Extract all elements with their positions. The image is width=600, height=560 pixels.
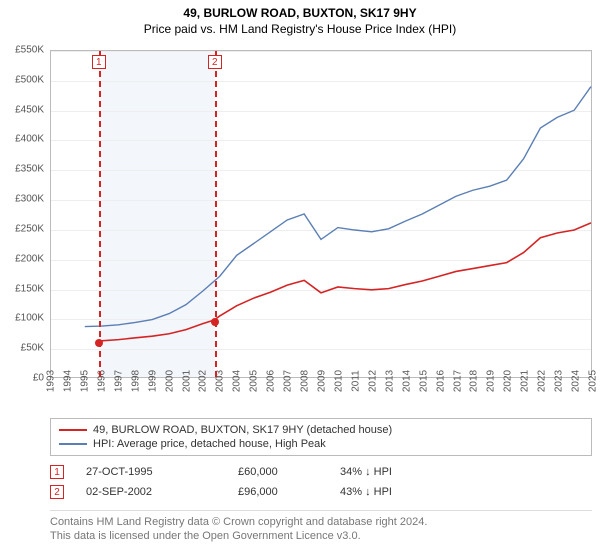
x-axis-label: 2008: [300, 370, 311, 392]
x-axis-label: 1993: [46, 370, 57, 392]
event-date: 02-SEP-2002: [86, 486, 216, 498]
plot-area: 1993199419951996199719981999200020012002…: [50, 50, 592, 378]
x-axis-label: 2015: [418, 370, 429, 392]
event-dash-line: [215, 51, 217, 377]
events-table: 1 27-OCT-1995 £60,000 34% ↓ HPI 2 02-SEP…: [50, 462, 592, 502]
x-axis-label: 2023: [554, 370, 565, 392]
chart-title: 49, BURLOW ROAD, BUXTON, SK17 9HY: [0, 0, 600, 20]
event-badge-on-chart: 1: [92, 55, 106, 69]
legend-swatch-hpi: [59, 443, 87, 445]
x-axis-label: 2001: [181, 370, 192, 392]
y-axis-label: £0: [4, 373, 44, 384]
y-axis-label: £550K: [4, 45, 44, 56]
x-axis-label: 2011: [350, 370, 361, 392]
y-axis-label: £250K: [4, 223, 44, 234]
y-axis-label: £100K: [4, 313, 44, 324]
legend: 49, BURLOW ROAD, BUXTON, SK17 9HY (detac…: [50, 418, 592, 456]
event-pct: 43% ↓ HPI: [340, 486, 450, 498]
series-line: [99, 223, 591, 342]
y-axis-label: £500K: [4, 74, 44, 85]
x-axis-label: 1995: [79, 370, 90, 392]
event-marker-icon: [211, 318, 219, 326]
footer-line2: This data is licensed under the Open Gov…: [50, 529, 592, 543]
event-price: £60,000: [238, 466, 318, 478]
x-axis-label: 2002: [198, 370, 209, 392]
x-axis-label: 2025: [588, 370, 599, 392]
chart-container: 49, BURLOW ROAD, BUXTON, SK17 9HY Price …: [0, 0, 600, 560]
event-marker-icon: [95, 339, 103, 347]
line-series-svg: [51, 51, 591, 377]
y-axis-label: £150K: [4, 283, 44, 294]
x-axis-label: 2004: [232, 370, 243, 392]
y-axis-label: £400K: [4, 134, 44, 145]
event-date: 27-OCT-1995: [86, 466, 216, 478]
x-axis-label: 2017: [452, 370, 463, 392]
event-badge-on-chart: 2: [208, 55, 222, 69]
event-badge-icon: 2: [50, 485, 64, 499]
x-axis-label: 2007: [283, 370, 294, 392]
x-axis-label: 1994: [62, 370, 73, 392]
y-axis-label: £450K: [4, 104, 44, 115]
chart-subtitle: Price paid vs. HM Land Registry's House …: [0, 20, 600, 40]
x-axis-label: 2016: [435, 370, 446, 392]
attribution-footer: Contains HM Land Registry data © Crown c…: [50, 510, 592, 544]
y-axis-label: £200K: [4, 253, 44, 264]
legend-label-property: 49, BURLOW ROAD, BUXTON, SK17 9HY (detac…: [93, 424, 392, 436]
y-axis-label: £300K: [4, 194, 44, 205]
x-axis-label: 2009: [317, 370, 328, 392]
x-axis-label: 2006: [266, 370, 277, 392]
footer-line1: Contains HM Land Registry data © Crown c…: [50, 515, 592, 529]
event-pct: 34% ↓ HPI: [340, 466, 450, 478]
event-price: £96,000: [238, 486, 318, 498]
x-axis-label: 1999: [147, 370, 158, 392]
y-axis-label: £50K: [4, 343, 44, 354]
event-row: 1 27-OCT-1995 £60,000 34% ↓ HPI: [50, 462, 592, 482]
legend-item-property: 49, BURLOW ROAD, BUXTON, SK17 9HY (detac…: [59, 423, 583, 437]
chart-area: 1993199419951996199719981999200020012002…: [0, 42, 600, 410]
legend-label-hpi: HPI: Average price, detached house, High…: [93, 438, 326, 450]
legend-swatch-property: [59, 429, 87, 431]
x-axis-label: 2019: [486, 370, 497, 392]
x-axis-label: 2022: [537, 370, 548, 392]
legend-item-hpi: HPI: Average price, detached house, High…: [59, 437, 583, 451]
x-axis-label: 2013: [384, 370, 395, 392]
x-axis-label: 1997: [113, 370, 124, 392]
x-axis-label: 2010: [333, 370, 344, 392]
event-row: 2 02-SEP-2002 £96,000 43% ↓ HPI: [50, 482, 592, 502]
x-axis-label: 2005: [249, 370, 260, 392]
x-axis-label: 2012: [367, 370, 378, 392]
x-axis-label: 1998: [130, 370, 141, 392]
x-axis-label: 2000: [164, 370, 175, 392]
x-axis-label: 2018: [469, 370, 480, 392]
y-axis-label: £350K: [4, 164, 44, 175]
event-badge-icon: 1: [50, 465, 64, 479]
x-axis-label: 2020: [503, 370, 514, 392]
event-dash-line: [99, 51, 101, 377]
series-line: [85, 87, 591, 327]
x-axis-label: 2014: [401, 370, 412, 392]
x-axis-label: 2024: [571, 370, 582, 392]
x-axis-label: 2021: [520, 370, 531, 392]
